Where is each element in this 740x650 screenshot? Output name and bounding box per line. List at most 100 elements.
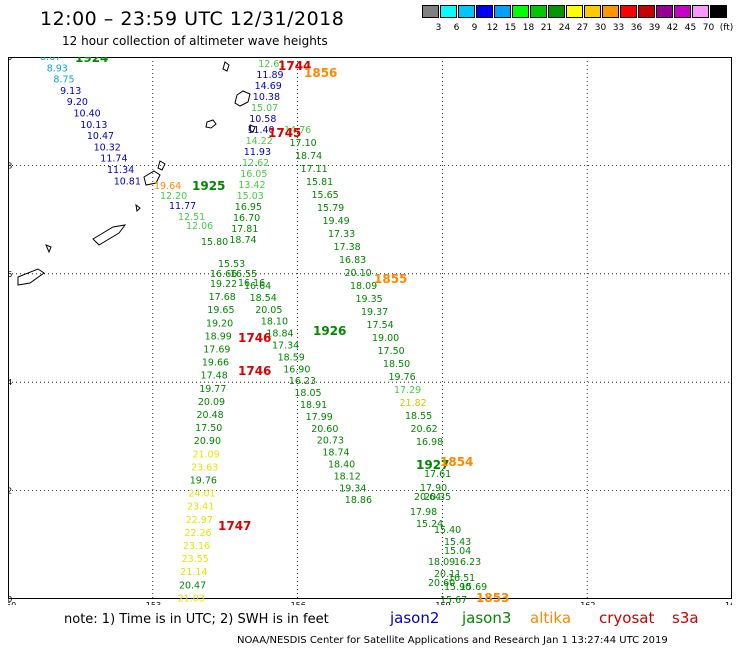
track-value-1744: 11.40 — [247, 125, 274, 136]
track-value-extra: 15.80 — [201, 237, 228, 248]
track-value-1746: 23.55 — [182, 554, 209, 565]
track-value-1856: 20.10 — [345, 268, 372, 279]
track-value-extra: 20.35 — [424, 492, 451, 503]
legend-label: 12 — [486, 23, 499, 33]
track-value-1746: 19.65 — [207, 305, 234, 316]
coastline-island — [248, 124, 256, 133]
map-frame — [8, 57, 732, 599]
coastline-island — [92, 224, 127, 246]
pass-label: 1927 — [416, 458, 449, 472]
track-value-1744: 12.61 — [258, 59, 285, 70]
legend-swatch — [566, 5, 583, 18]
legend-label: 24 — [558, 23, 571, 33]
coastline-island — [222, 61, 230, 72]
track-value-1856: 20.62 — [411, 424, 438, 435]
track-value-1856: 18.09 — [350, 281, 377, 292]
track-value-1744: 17.81 — [231, 224, 258, 235]
legend-label: 15 — [504, 23, 517, 33]
coastline-island — [205, 119, 217, 129]
track-value-1856: 15.79 — [317, 203, 344, 214]
track-value-1856: 15.81 — [306, 177, 333, 188]
track-value-1926: 18.12 — [334, 471, 361, 482]
track-value-1856: 19.49 — [323, 216, 350, 227]
pass-label: 1747 — [218, 519, 251, 533]
legend-swatch — [512, 5, 529, 18]
lon-tick-label: 162 — [580, 601, 595, 605]
coastline-island — [234, 90, 251, 107]
track-value-1856: 17.11 — [301, 164, 328, 175]
track-value-1924: 10.40 — [74, 109, 101, 120]
satellite-s3a: s3a — [672, 609, 699, 627]
track-value-extra: 15.24 — [416, 519, 443, 530]
track-value-1856: 19.37 — [361, 307, 388, 318]
lat-tick-label: 46 — [8, 270, 12, 279]
track-value-1744: 16.05 — [240, 169, 267, 180]
page-subtitle: 12 hour collection of altimeter wave hei… — [62, 34, 328, 48]
lon-tick-label: 156 — [291, 601, 306, 605]
track-value-1924: 8.93 — [47, 63, 68, 74]
track-value-1746: 17.50 — [195, 423, 222, 434]
track-value-1926: 17.99 — [306, 412, 333, 423]
track-value-1856: 19.00 — [372, 333, 399, 344]
legend-label: 70 — [702, 23, 715, 33]
track-value-1856: 19.76 — [389, 372, 416, 383]
pass-label: 1855 — [374, 272, 407, 286]
lon-tick-label: 165 — [725, 601, 732, 605]
track-value-1856: 15.65 — [312, 190, 339, 201]
coastline-island — [157, 160, 166, 171]
lon-tick-label: 153 — [146, 601, 161, 605]
track-value-1744: 10.58 — [249, 114, 276, 125]
track-value-1744: 16.70 — [233, 213, 260, 224]
track-value-1856: 17.38 — [334, 242, 361, 253]
legend-label: 18 — [522, 23, 535, 33]
track-value-1744: 15.07 — [251, 103, 278, 114]
track-value-extra: 16.51 — [448, 573, 475, 584]
track-value-1924: 11.34 — [107, 165, 134, 176]
track-value-1746: 22.26 — [184, 528, 211, 539]
track-value-1926: 20.05 — [255, 305, 282, 316]
lat-tick-label: 42 — [8, 487, 12, 496]
track-value-extra: 18.09 — [428, 557, 455, 568]
legend-label: 6 — [453, 23, 460, 33]
track-value-extra: 17.90 — [420, 483, 447, 494]
note-text: note: 1) Time is in UTC; 2) SWH is in fe… — [64, 612, 329, 627]
pass-label: 1856 — [304, 66, 337, 80]
track-value-1856: 17.54 — [367, 320, 394, 331]
pass-label: 1854 — [440, 455, 473, 469]
track-value-1924: 10.47 — [87, 131, 114, 142]
track-value-1746: 19.66 — [202, 358, 229, 369]
track-value-1856: 18.50 — [383, 359, 410, 370]
satellite-altika: altika — [530, 609, 572, 627]
track-value-1744: 16.95 — [235, 202, 262, 213]
track-value-1926: 19.34 — [339, 483, 366, 494]
track-value-1856: 17.33 — [328, 229, 355, 240]
track-value-1924: 9.13 — [60, 86, 81, 97]
track-value-extra: 12.51 — [178, 212, 205, 223]
satellite-cryosat: cryosat — [599, 609, 655, 627]
track-value-extra: 16.23 — [454, 557, 481, 568]
pass-label: 1925 — [192, 179, 225, 193]
track-value-1746: 23.16 — [183, 541, 210, 552]
track-value-1744: 13.42 — [238, 180, 265, 191]
legend-swatch — [656, 5, 673, 18]
pass-label: 1746 — [238, 364, 271, 378]
footer-credit: NOAA/NESDIS Center for Satellite Applica… — [237, 635, 668, 646]
track-value-extra: 17.98 — [410, 507, 437, 518]
track-value-1926: 17.34 — [272, 341, 299, 352]
track-value-1746: 20.09 — [198, 397, 225, 408]
track-value-extra: 15.43 — [444, 537, 471, 548]
legend-swatch — [530, 5, 547, 18]
pass-label: 1926 — [313, 324, 346, 338]
track-value-1856: 18.74 — [295, 151, 322, 162]
track-value-1744: 12.62 — [242, 158, 269, 169]
track-value-1744: 10.38 — [253, 92, 280, 103]
track-value-1746: 19.22 — [210, 279, 237, 290]
track-value-extra: 12.20 — [160, 191, 187, 202]
legend-swatch — [620, 5, 637, 18]
track-value-1924: 10.32 — [94, 142, 121, 153]
coastline-island — [143, 170, 161, 186]
lon-tick-label: 159 — [435, 601, 450, 605]
pass-label: 1746 — [238, 331, 271, 345]
track-value-1746: 22.97 — [186, 515, 213, 526]
coastline-island — [135, 203, 141, 213]
